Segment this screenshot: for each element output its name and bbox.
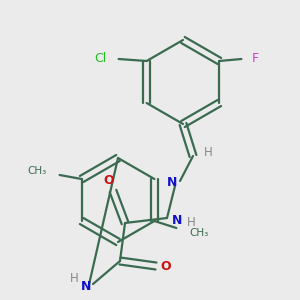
Text: F: F — [251, 52, 259, 65]
Text: O: O — [161, 260, 171, 272]
Text: H: H — [70, 272, 78, 286]
Text: O: O — [104, 175, 114, 188]
Text: N: N — [167, 176, 177, 190]
Text: H: H — [187, 217, 195, 230]
Text: CH₃: CH₃ — [27, 166, 46, 176]
Text: N: N — [172, 214, 182, 226]
Text: CH₃: CH₃ — [189, 228, 208, 238]
Text: Cl: Cl — [94, 52, 106, 64]
Text: N: N — [81, 280, 91, 293]
Text: H: H — [204, 146, 212, 158]
